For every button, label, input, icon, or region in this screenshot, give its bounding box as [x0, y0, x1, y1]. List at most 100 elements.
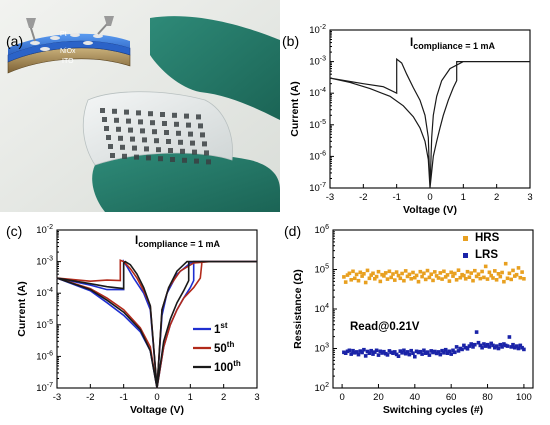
electrode-pad: [154, 138, 159, 144]
lrs-point: [485, 342, 490, 347]
lrs-point: [465, 347, 470, 351]
hrs-point: [365, 268, 370, 273]
hrs-point: [445, 273, 450, 277]
panel-d-label: (d): [284, 223, 301, 239]
legend-label: HRS: [475, 232, 500, 244]
hrs-point: [505, 276, 510, 281]
electrode-pad: [122, 153, 127, 159]
panel-d: (d) Read@0.21V 0 20 40 60 80 100 102 103 104 105 1…: [284, 223, 534, 416]
hrs-point: [394, 270, 399, 274]
x-tick-label: -1: [392, 192, 400, 203]
electrode-pad: [152, 129, 157, 135]
hrs-point: [516, 266, 521, 270]
hrs-point: [398, 276, 403, 281]
hrs-point: [493, 269, 497, 273]
electrode-pad: [180, 148, 185, 154]
y-tick-label: 10-3: [36, 256, 53, 268]
x-tick-label: -2: [86, 392, 94, 403]
electrode-pad: [204, 150, 209, 156]
hrs-point: [422, 271, 426, 276]
electrode-pad: [146, 155, 151, 161]
x-tick-label: 2: [494, 192, 499, 203]
electrode-pad: [172, 112, 177, 118]
hrs-point: [420, 274, 424, 279]
electrode-pad: [182, 157, 187, 163]
hrs-point: [473, 268, 477, 273]
x-tick-label: 3: [527, 192, 532, 203]
panel-c: (c) Icompliance = 1 mA -3 -2 -1 0 1 2 3 10-7 10-…: [6, 223, 260, 416]
electrode-pad: [144, 146, 149, 152]
hrs-point: [496, 272, 501, 276]
hrs-point: [431, 278, 435, 283]
pt-electrode: [70, 33, 80, 37]
hrs-point: [482, 275, 486, 280]
hrs-point: [411, 270, 415, 275]
electrode-pad: [138, 119, 143, 125]
hrs-point: [353, 276, 357, 281]
lrs-point: [376, 353, 381, 357]
electrode-pad: [106, 135, 111, 140]
iv-curve-series: [329, 57, 530, 189]
hrs-point: [487, 270, 492, 275]
electrode-pad: [114, 117, 119, 123]
hrs-point: [380, 272, 384, 277]
hrs-point: [400, 271, 404, 276]
hrs-point: [474, 274, 479, 279]
x-tick-label: 2: [221, 392, 226, 403]
electrode-pad: [140, 128, 145, 134]
y-tick-label: 10-2: [36, 224, 53, 236]
hrs-point: [354, 272, 359, 277]
electrode-pad: [160, 112, 165, 117]
hrs-point: [469, 271, 473, 275]
hrs-point: [436, 276, 441, 280]
hrs-point: [396, 273, 401, 278]
hrs-point: [463, 277, 468, 281]
panel-c-label: (c): [6, 223, 22, 239]
y-tick-label: 106: [315, 224, 330, 236]
hrs-point: [507, 271, 512, 276]
lrs-point: [414, 349, 419, 354]
niox-layer-label: NiOx: [60, 48, 76, 55]
y-tick-label: 10-4: [309, 87, 326, 99]
hrs-point: [373, 277, 377, 281]
lrs-point: [494, 344, 499, 348]
electrode-pad: [134, 154, 139, 160]
hrs-point: [447, 279, 452, 283]
lrs-point: [447, 349, 452, 354]
hrs-point: [362, 272, 366, 276]
lrs-point: [363, 354, 368, 358]
lrs-point: [456, 349, 461, 353]
lrs-point: [518, 343, 523, 348]
hrs-point: [518, 275, 523, 280]
hrs-point: [449, 270, 453, 275]
pt-electrode: [83, 41, 93, 45]
hrs-point: [456, 268, 461, 272]
hrs-point: [462, 273, 466, 278]
electrode-pad: [100, 108, 105, 113]
lrs-point: [393, 350, 397, 354]
hrs-point: [460, 272, 464, 277]
electrode-pad: [130, 136, 135, 142]
x-tick-label: 40: [410, 392, 421, 403]
lrs-point: [514, 344, 519, 348]
niox-layer: [7, 40, 131, 63]
lrs-point: [511, 342, 515, 347]
electrode-pad: [102, 117, 107, 122]
x-tick-label: 3: [254, 392, 259, 403]
lrs-point: [482, 342, 486, 346]
hrs-point: [500, 270, 504, 275]
lrs-point: [509, 345, 513, 349]
electrode-pad: [174, 121, 179, 127]
x-axis-label: Switching cycles (#): [383, 404, 483, 416]
hrs-point: [409, 277, 413, 281]
hrs-point: [356, 278, 361, 283]
hrs-point: [414, 273, 419, 278]
hrs-point: [465, 269, 470, 274]
hrs-point: [351, 269, 355, 274]
y-tick-label: 102: [315, 382, 330, 394]
legend-label: 100th: [214, 359, 241, 374]
hrs-point: [514, 272, 519, 277]
hrs-point: [503, 261, 508, 266]
hrs-point: [509, 277, 513, 282]
lrs-point: [418, 349, 423, 354]
